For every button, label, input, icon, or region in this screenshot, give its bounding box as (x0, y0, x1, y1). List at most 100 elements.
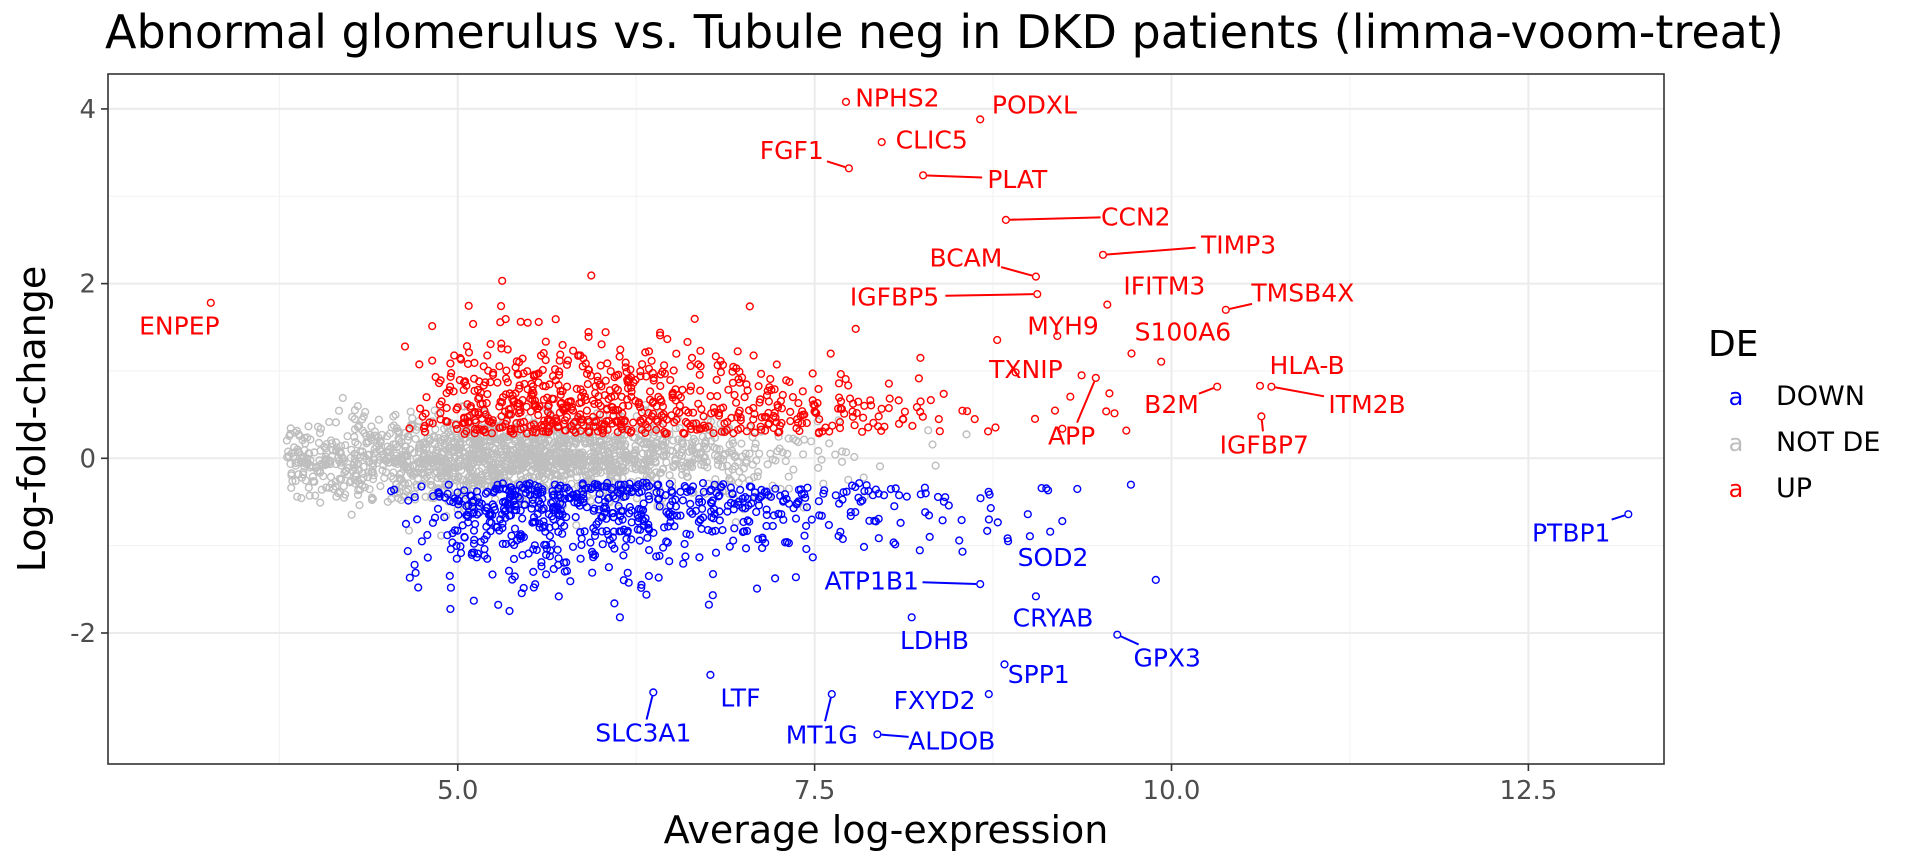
gene-label-igfbp7: IGFBP7 (1220, 430, 1309, 459)
gene-label-ifitm3: IFITM3 (1123, 271, 1205, 300)
point-not-de (466, 463, 475, 473)
point-not-de (536, 441, 546, 450)
point-down (589, 523, 598, 533)
point-down (463, 512, 473, 522)
point-not-de (331, 477, 340, 486)
point-not-de (755, 449, 764, 458)
point-up (616, 416, 626, 426)
point-down (516, 530, 526, 539)
point-up (1102, 407, 1111, 416)
point-down (476, 537, 485, 547)
point-down (894, 491, 904, 500)
point-not-de (789, 465, 798, 474)
point-down (560, 484, 569, 493)
point-not-de (394, 494, 403, 503)
point-down (708, 496, 717, 505)
point-not-de (317, 485, 326, 494)
point-up (657, 411, 666, 420)
point-down (573, 498, 583, 507)
point-down (808, 553, 817, 562)
point-up (729, 362, 738, 372)
point-up (557, 398, 566, 408)
point-up (745, 302, 754, 311)
point-up (493, 378, 502, 387)
connector-app (1076, 381, 1096, 423)
point-up (583, 380, 592, 389)
point-down (649, 528, 658, 538)
point-not-de (320, 442, 329, 451)
gene-label-ccn2: CCN2 (1101, 202, 1171, 231)
point-not-de (713, 456, 723, 465)
point-not-de (677, 448, 686, 457)
point-up (538, 365, 547, 375)
point-down (697, 524, 706, 534)
point-up (704, 422, 713, 431)
point-not-de (355, 501, 364, 510)
point-up (428, 322, 437, 331)
point-not-de (784, 434, 793, 443)
point-up (593, 376, 602, 385)
point-down (558, 529, 567, 538)
point-down (597, 527, 607, 536)
point-down (594, 517, 603, 526)
point-up (713, 392, 722, 401)
point-up (850, 421, 859, 430)
point-not-de (464, 473, 473, 482)
point-not-de (426, 476, 435, 486)
point-up (731, 398, 741, 407)
point-not-de (591, 459, 600, 468)
point-up (481, 378, 490, 387)
point-up (561, 404, 571, 414)
point-cryab (1031, 592, 1041, 601)
legend-key-glyph: a (1729, 429, 1744, 457)
point-down (589, 553, 598, 562)
point-up (400, 342, 410, 351)
point-down (686, 499, 695, 509)
point-down (802, 544, 811, 554)
point-up (764, 420, 773, 429)
point-up (584, 427, 593, 436)
point-not-de (316, 424, 326, 433)
point-not-de (352, 469, 361, 478)
point-down (652, 488, 661, 497)
point-up (667, 411, 676, 420)
point-down (474, 508, 484, 517)
point-not-de (339, 457, 348, 466)
point-down (535, 523, 544, 532)
point-not-de (524, 414, 533, 423)
point-up (750, 409, 759, 419)
point-down (535, 519, 544, 528)
point-up (652, 425, 661, 435)
point-down (645, 481, 654, 491)
point-slc3a1 (649, 688, 658, 697)
point-down (958, 547, 967, 556)
point-not-de (284, 452, 293, 461)
point-down (488, 570, 497, 579)
point-ifitm3 (1103, 300, 1112, 309)
point-up (916, 397, 925, 406)
point-not-de (361, 407, 370, 417)
point-down (738, 494, 747, 503)
point-not-de (586, 452, 596, 462)
point-not-de (468, 465, 477, 474)
point-up (802, 418, 811, 428)
point-down (616, 507, 626, 516)
point-down (548, 497, 557, 507)
point-up (683, 337, 692, 347)
point-up (808, 396, 817, 405)
point-up (486, 340, 495, 349)
point-down (644, 491, 653, 501)
point-down (539, 504, 548, 513)
point-not-de (774, 432, 783, 441)
point-igfbp7 (1257, 412, 1266, 421)
point-down (520, 500, 530, 510)
point-up (460, 378, 469, 387)
x-tick-label: 7.5 (794, 776, 835, 806)
point-up (835, 424, 845, 433)
point-not-de (640, 460, 649, 469)
point-up (645, 387, 655, 396)
point-up (637, 360, 647, 369)
gene-label-ptbp1: PTBP1 (1532, 519, 1610, 548)
point-up (449, 387, 458, 396)
point-up (686, 386, 695, 395)
